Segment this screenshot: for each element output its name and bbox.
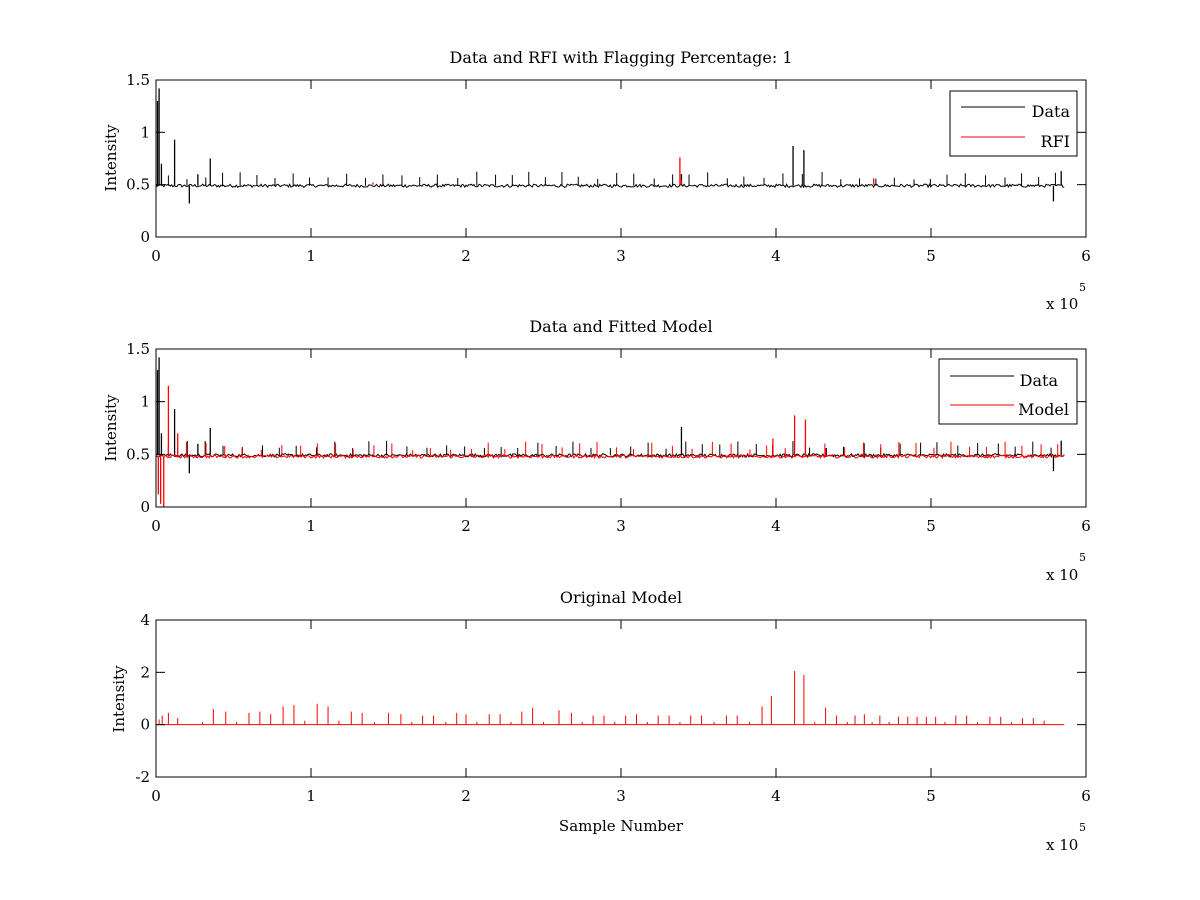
x-tick-label: 0 <box>151 247 161 265</box>
plot-area-background <box>156 349 1086 507</box>
legend: Data RFI <box>949 90 1078 157</box>
y-tick-label: 2 <box>140 663 150 681</box>
x-tick-label: 1 <box>306 247 316 265</box>
x-tick-label: 3 <box>616 517 626 535</box>
x-exponent-power: 5 <box>1079 551 1086 564</box>
y-tick-label: 1 <box>140 123 150 141</box>
series-model <box>156 385 1065 507</box>
middle-panel-fitted-model: Data and Fitted Model Intensity 0 1 2 3 4 5 60… <box>102 317 1091 584</box>
top-panel-rfi-flagging: Data and RFI with Flagging Percentage: 1… <box>102 48 1091 313</box>
x-tick-label: 5 <box>926 517 936 535</box>
series-trace <box>156 183 1065 189</box>
x-tick-label: 4 <box>771 517 781 535</box>
x-tick-label: 4 <box>771 247 781 265</box>
x-exponent-power: 5 <box>1079 821 1086 834</box>
y-tick-label: 1.5 <box>126 71 150 89</box>
plot-area-background <box>156 620 1086 777</box>
x-tick-label: 3 <box>616 247 626 265</box>
x-axis-label: Sample Number <box>559 817 684 835</box>
y-axis-label: Intensity <box>102 124 120 192</box>
x-exponent-base: x 10 <box>1046 836 1078 854</box>
legend-label-rfi: RFI <box>1041 132 1070 151</box>
plot-marks <box>156 357 1065 507</box>
series-layer <box>156 88 1065 204</box>
legend-box <box>938 358 1078 425</box>
x-tick-label: 2 <box>461 517 471 535</box>
legend-box <box>949 90 1078 157</box>
plot-area-background <box>156 80 1086 237</box>
plot-marks <box>156 88 1065 204</box>
panel-title: Data and Fitted Model <box>529 317 712 336</box>
x-exponent-power: 5 <box>1079 281 1086 294</box>
panel-title: Data and RFI with Flagging Percentage: 1 <box>449 48 792 67</box>
series-layer <box>156 671 1065 726</box>
x-tick-label: 4 <box>771 787 781 805</box>
series-data <box>156 88 1065 204</box>
x-tick-label: 6 <box>1081 247 1091 265</box>
tick-layer: 0 1 2 3 4 5 6 0 0.5 1 1.5 <box>126 71 1091 265</box>
y-tick-label: 4 <box>140 611 150 629</box>
legend-label-data: Data <box>1020 371 1059 390</box>
legend-label-model: Model <box>1018 400 1069 419</box>
series-rfi <box>372 157 875 185</box>
y-tick-label: -2 <box>135 768 150 786</box>
y-tick-label: 1 <box>140 393 150 411</box>
x-tick-label: 2 <box>461 787 471 805</box>
x-tick-label: 5 <box>926 247 936 265</box>
y-tick-label: 0 <box>140 228 150 246</box>
x-tick-label: 5 <box>926 787 936 805</box>
panel-title: Original Model <box>560 588 682 607</box>
x-exponent-base: x 10 <box>1046 566 1078 584</box>
tick-layer: 0 1 2 3 4 5 6 0 0.5 1 1.5 <box>126 340 1091 535</box>
y-tick-label: 1.5 <box>126 340 150 358</box>
plot-marks <box>156 671 1065 726</box>
x-tick-label: 1 <box>306 517 316 535</box>
x-tick-label: 1 <box>306 787 316 805</box>
x-tick-label: 6 <box>1081 517 1091 535</box>
x-exponent-base: x 10 <box>1046 295 1078 313</box>
y-tick-label: 0.5 <box>126 176 150 194</box>
series-layer <box>156 357 1065 507</box>
series-trace <box>156 453 1065 460</box>
x-tick-label: 2 <box>461 247 471 265</box>
y-tick-label: 0.5 <box>126 445 150 463</box>
legend-label-data: Data <box>1032 102 1071 121</box>
x-tick-label: 3 <box>616 787 626 805</box>
y-axis-label: Intensity <box>110 665 128 733</box>
y-tick-label: 0 <box>140 498 150 516</box>
x-tick-label: 0 <box>151 517 161 535</box>
x-tick-label: 0 <box>151 787 161 805</box>
series-model <box>156 671 1065 726</box>
x-tick-label: 6 <box>1081 787 1091 805</box>
y-tick-label: 0 <box>140 716 150 734</box>
y-axis-label: Intensity <box>102 394 120 462</box>
legend: Data Model <box>938 358 1078 425</box>
